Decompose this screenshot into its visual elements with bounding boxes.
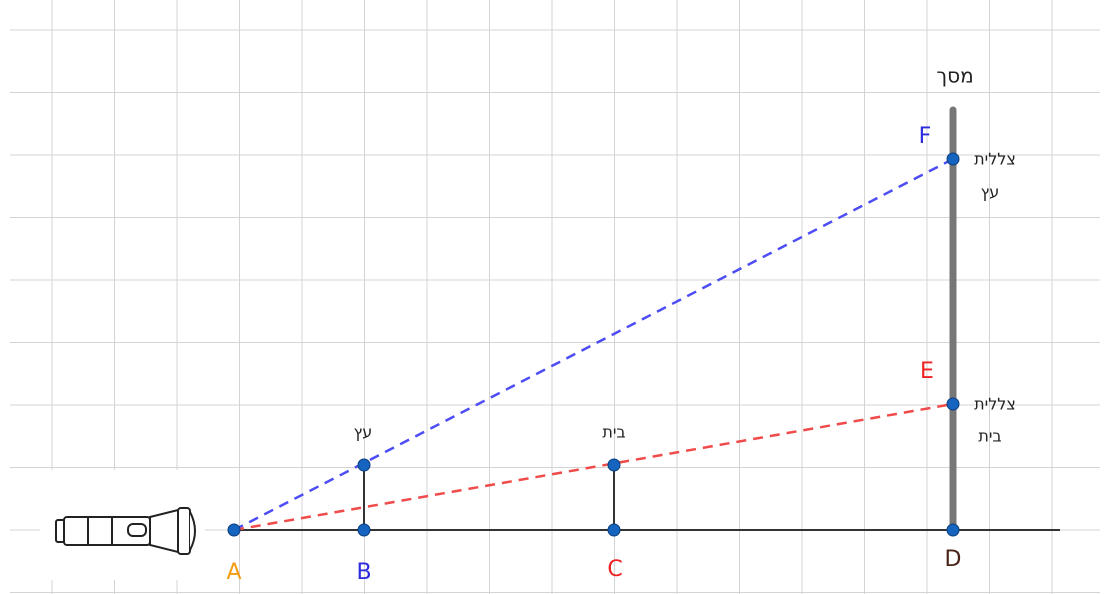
shadow-label: צללית [974, 150, 1016, 169]
point-label: E [920, 359, 934, 384]
tree-label: עץ [354, 423, 373, 442]
diagram: A B C D E F מסך עץ בית צללית עץ צללית בי… [0, 0, 1110, 594]
point-label: C [607, 557, 622, 582]
point-label: D [945, 547, 962, 572]
point [947, 524, 959, 536]
shadow-label: בית [978, 427, 1001, 446]
point-label: F [919, 124, 932, 149]
point [228, 524, 240, 536]
shadow-label: עץ [981, 183, 1000, 202]
point-label: A [226, 560, 241, 585]
point [947, 153, 959, 165]
point [608, 459, 620, 471]
point [947, 398, 959, 410]
shadow-label: צללית [974, 395, 1016, 414]
house-label: בית [602, 423, 625, 442]
point [358, 524, 370, 536]
point [358, 459, 370, 471]
point [608, 524, 620, 536]
screen-label: מסך [936, 64, 973, 88]
ray-tree [234, 159, 953, 530]
point-label: B [356, 560, 371, 585]
